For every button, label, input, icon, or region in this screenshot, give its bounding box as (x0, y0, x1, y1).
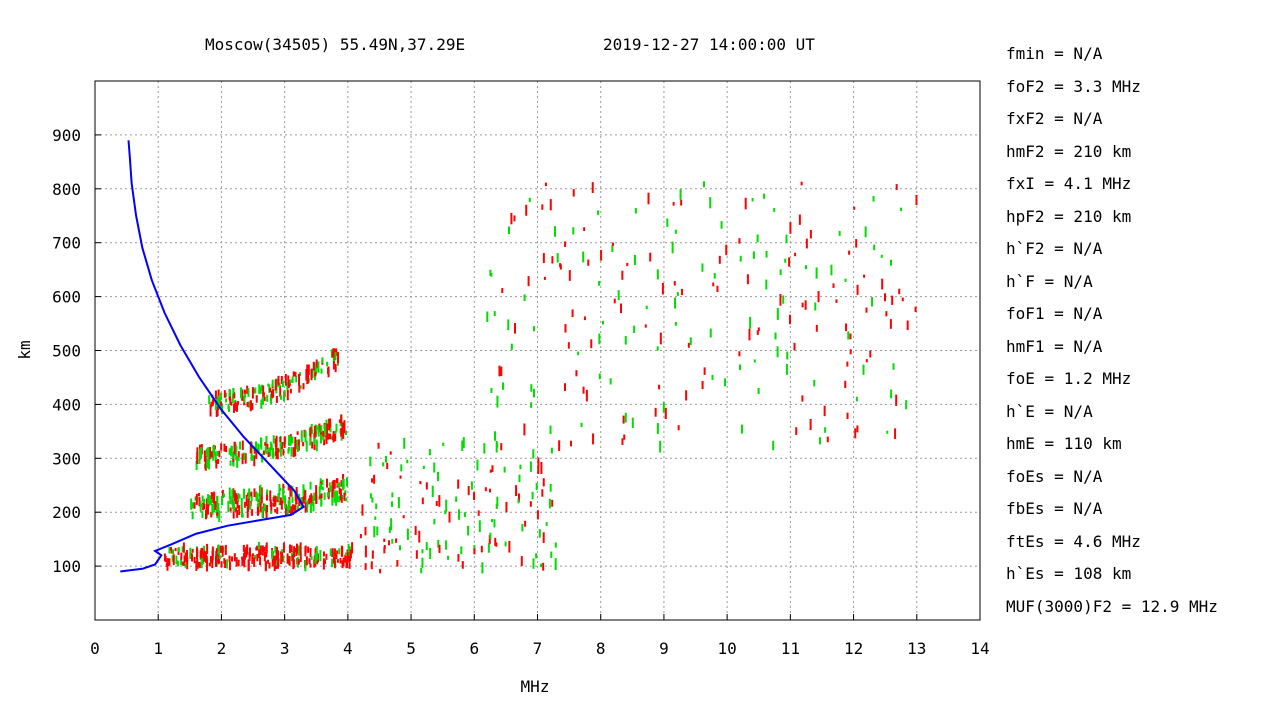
y-tick-label: 600 (52, 288, 81, 307)
y-tick-label: 900 (52, 126, 81, 145)
param-fxf2: fxF2 = N/A (1006, 109, 1103, 128)
x-tick-label: 13 (907, 639, 926, 658)
electron-density-profile (120, 140, 305, 573)
param-hpf2: hpF2 = 210 km (1006, 206, 1132, 226)
y-tick-label: 100 (52, 557, 81, 576)
x-tick-label: 8 (596, 639, 606, 658)
param-fxi: fxI = 4.1 MHz (1006, 174, 1132, 193)
x-tick-label: 3 (280, 639, 290, 658)
x-tick-label: 11 (781, 639, 800, 658)
echo-traces (163, 181, 918, 574)
y-tick-label: 500 (52, 342, 81, 361)
x-tick-label: 12 (844, 639, 863, 658)
param-foes: foEs = N/A (1006, 466, 1103, 486)
x-axis-ticks: 0 1 2 3 4 5 6 7 8 9 10 11 12 13 14 (90, 614, 990, 658)
x-tick-label: 10 (718, 639, 737, 658)
y-tick-label: 200 (52, 503, 81, 522)
param-hmf1: hmF1 = N/A (1006, 336, 1103, 356)
x-tick-label: 7 (533, 639, 543, 658)
param-fmin: fmin = N/A (1006, 44, 1103, 63)
param-fbes: fbEs = N/A (1006, 499, 1103, 518)
param-hme: hmE = 110 km (1006, 434, 1122, 453)
x-tick-label: 0 (90, 639, 100, 658)
y-axis-ticks: 100 200 300 400 500 600 700 800 900 (52, 126, 101, 576)
x-tick-label: 9 (659, 639, 669, 658)
x-tick-label: 14 (970, 639, 989, 658)
y-tick-label: 400 (52, 395, 81, 414)
y-tick-label: 700 (52, 234, 81, 253)
param-ftes: ftEs = 4.6 MHz (1006, 531, 1141, 551)
param-h-e: h`E = N/A (1006, 401, 1093, 421)
chart-title-timestamp: 2019-12-27 14:00:00 UT (603, 35, 815, 54)
x-tick-label: 5 (406, 639, 416, 658)
param-h-f: h`F = N/A (1006, 271, 1093, 291)
chart-title-station: Moscow(34505) 55.49N,37.29E (205, 35, 465, 54)
param-h-es: h`Es = 108 km (1006, 564, 1132, 583)
param-foe: foE = 1.2 MHz (1006, 369, 1132, 388)
param-h-f2: h`F2 = N/A (1006, 239, 1103, 258)
x-axis-label: MHz (521, 677, 550, 696)
y-tick-label: 300 (52, 449, 81, 468)
x-tick-label: 2 (217, 639, 227, 658)
ionospheric-parameters: fmin = N/A foF2 = 3.3 MHz fxF2 = N/A hmF… (1006, 38, 1218, 623)
param-fof1: foF1 = N/A (1006, 304, 1103, 323)
y-axis-label: km (15, 340, 34, 359)
y-tick-label: 800 (52, 180, 81, 199)
param-hmf2: hmF2 = 210 km (1006, 141, 1132, 161)
x-tick-label: 6 (469, 639, 479, 658)
grid-lines (95, 81, 980, 620)
param-fof2: foF2 = 3.3 MHz (1006, 76, 1141, 96)
x-tick-label: 1 (153, 639, 163, 658)
x-tick-label: 4 (343, 639, 353, 658)
param-muf3000f2: MUF(3000)F2 = 12.9 MHz (1006, 596, 1218, 616)
